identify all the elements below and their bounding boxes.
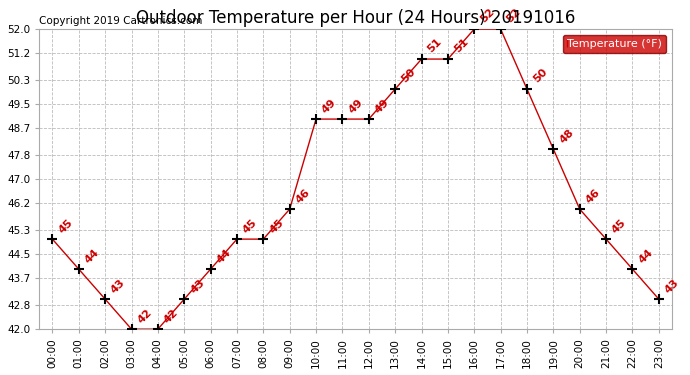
- Text: 51: 51: [426, 37, 444, 55]
- Text: 42: 42: [136, 307, 154, 325]
- Text: 42: 42: [162, 307, 180, 325]
- Text: 52: 52: [505, 7, 523, 25]
- Text: 49: 49: [346, 97, 365, 115]
- Text: 50: 50: [531, 67, 549, 85]
- Title: Outdoor Temperature per Hour (24 Hours) 20191016: Outdoor Temperature per Hour (24 Hours) …: [136, 9, 575, 27]
- Text: 45: 45: [268, 217, 286, 235]
- Text: 46: 46: [294, 187, 312, 205]
- Text: 46: 46: [584, 187, 602, 205]
- Text: 49: 49: [320, 97, 338, 115]
- Text: 44: 44: [215, 247, 233, 265]
- Text: 43: 43: [663, 277, 681, 295]
- Text: 51: 51: [452, 37, 470, 55]
- Text: 45: 45: [241, 217, 259, 235]
- Text: 43: 43: [188, 277, 206, 295]
- Text: 44: 44: [83, 247, 101, 265]
- Text: 49: 49: [373, 97, 391, 115]
- Text: 44: 44: [637, 247, 655, 265]
- Text: 45: 45: [57, 217, 75, 235]
- Legend: Temperature (°F): Temperature (°F): [562, 34, 667, 54]
- Text: 45: 45: [610, 217, 629, 235]
- Text: 48: 48: [558, 127, 575, 145]
- Text: 43: 43: [109, 277, 128, 295]
- Text: 52: 52: [478, 7, 496, 25]
- Text: Copyright 2019 Cartronics.com: Copyright 2019 Cartronics.com: [39, 16, 203, 26]
- Text: 50: 50: [400, 67, 417, 85]
